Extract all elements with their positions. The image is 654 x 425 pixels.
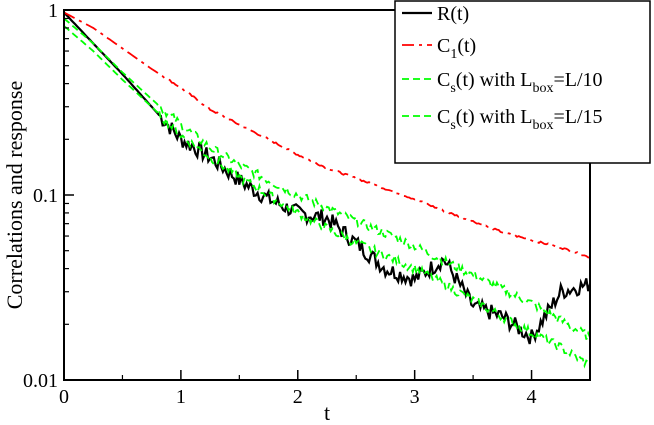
series-line-2 xyxy=(64,17,590,340)
x-tick-label: 2 xyxy=(293,386,303,408)
y-axis-ticks: 0.01 0.1 1 xyxy=(23,0,74,392)
series-layer xyxy=(64,11,590,369)
legend-items: R(t) C1(t) Cs(t) with Lbox=L/10 Cs(t) with … xyxy=(402,3,603,133)
y-axis-label: Correlations and response xyxy=(2,81,27,310)
x-axis-label: t xyxy=(324,400,330,425)
legend-label-2: Cs(t) with Lbox=L/10 xyxy=(437,69,603,96)
y-tick-label: 1 xyxy=(48,0,58,22)
x-tick-label: 3 xyxy=(410,386,420,408)
series-line-3 xyxy=(64,25,590,369)
x-tick-label: 0 xyxy=(59,386,69,408)
y-tick-label: 0.01 xyxy=(23,370,58,392)
series-line-1 xyxy=(64,11,590,259)
legend-label-3: Cs(t) with Lbox=L/15 xyxy=(437,106,603,133)
legend-label-0: R(t) xyxy=(437,3,469,25)
x-tick-label: 4 xyxy=(527,386,537,408)
x-axis-ticks: 0 1 2 3 4 xyxy=(59,370,537,408)
series-line-0 xyxy=(64,11,590,345)
legend-label-1: C1(t) xyxy=(437,35,476,62)
y-tick-label: 0.1 xyxy=(33,185,58,207)
legend: R(t) C1(t) Cs(t) with Lbox=L/10 Cs(t) with … xyxy=(394,0,651,164)
x-tick-label: 1 xyxy=(176,386,186,408)
legend-box xyxy=(394,0,651,164)
